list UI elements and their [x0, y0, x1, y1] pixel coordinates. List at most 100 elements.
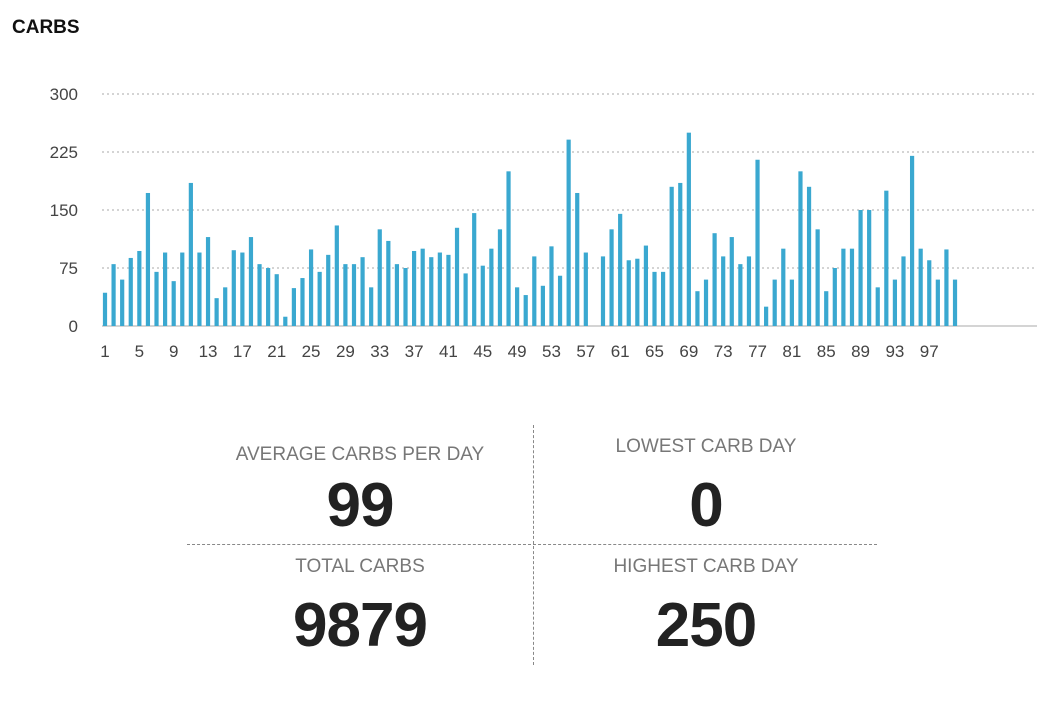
bar [454, 227, 460, 326]
bar [248, 237, 254, 326]
x-tick-label: 53 [542, 342, 561, 361]
x-tick-label: 49 [508, 342, 527, 361]
x-tick-label: 85 [817, 342, 836, 361]
bar [721, 256, 726, 326]
bar [394, 264, 400, 326]
bar [772, 279, 777, 326]
bar [137, 250, 142, 326]
bar [952, 279, 958, 326]
bar [205, 237, 211, 326]
chart-title: CARBS [12, 17, 80, 38]
bar [755, 159, 760, 326]
y-tick-label: 150 [50, 201, 78, 220]
bar [712, 233, 717, 326]
bar [729, 237, 734, 326]
bar [738, 264, 743, 326]
bar [789, 279, 794, 326]
y-tick-label: 75 [59, 259, 78, 278]
x-tick-label: 41 [439, 342, 458, 361]
bar [892, 279, 898, 326]
bar [849, 248, 855, 326]
bar [240, 252, 245, 326]
bar [515, 287, 520, 326]
x-tick-label: 33 [370, 342, 389, 361]
bar [463, 273, 468, 326]
x-tick-label: 37 [405, 342, 424, 361]
bar [618, 213, 623, 326]
bar [686, 132, 691, 326]
bar [308, 249, 314, 326]
bar [283, 316, 288, 326]
x-tick-label: 97 [920, 342, 939, 361]
bar [291, 288, 296, 326]
bar [806, 186, 812, 326]
total-carbs-value: 9879 [293, 591, 428, 660]
bar [600, 256, 606, 326]
bar [532, 256, 537, 326]
bar [437, 252, 442, 326]
x-tick-label: 93 [885, 342, 904, 361]
x-tick-label: 9 [169, 342, 178, 361]
bar [102, 292, 108, 326]
x-tick-label: 45 [473, 342, 492, 361]
x-tick-label: 21 [267, 342, 286, 361]
x-tick-label: 77 [748, 342, 767, 361]
bar [678, 182, 683, 326]
bar [223, 287, 228, 326]
bar [197, 252, 202, 326]
bar [875, 287, 880, 326]
bar [506, 171, 511, 326]
bar [575, 192, 580, 326]
bar [369, 287, 374, 326]
bar [326, 254, 331, 326]
y-tick-label: 225 [50, 143, 78, 162]
bar [497, 229, 503, 326]
bar [411, 250, 417, 326]
bar [557, 275, 563, 326]
bar [781, 248, 786, 326]
vertical-divider [533, 425, 534, 665]
highest-carb-day-label: HIGHEST CARB DAY [613, 556, 799, 577]
bar [824, 291, 829, 326]
x-tick-label: 81 [782, 342, 801, 361]
y-tick-label: 0 [69, 317, 78, 336]
bar [746, 256, 752, 326]
x-tick-label: 57 [576, 342, 595, 361]
bar [944, 249, 949, 326]
bar [566, 139, 571, 326]
bar [635, 258, 640, 326]
bar [918, 248, 923, 326]
bar [120, 279, 125, 326]
lowest-carb-day-value: 0 [689, 471, 723, 540]
bar [798, 171, 803, 326]
average-carbs-label: AVERAGE CARBS PER DAY [235, 444, 485, 465]
bar [180, 252, 185, 326]
bar [274, 274, 279, 326]
bar [815, 229, 820, 326]
y-tick-label: 300 [50, 85, 78, 104]
bar [171, 281, 176, 326]
bar [652, 271, 657, 326]
bar [446, 254, 451, 326]
bar [609, 229, 614, 326]
bar [334, 225, 339, 326]
bar [231, 250, 236, 326]
bar [351, 264, 357, 326]
x-tick-label: 73 [714, 342, 733, 361]
average-carbs-value: 99 [326, 471, 395, 540]
bar [660, 271, 666, 326]
bar [163, 252, 168, 326]
x-tick-label: 61 [611, 342, 630, 361]
bar [480, 265, 485, 326]
bar [669, 186, 674, 326]
bar [832, 268, 837, 326]
bar [472, 213, 477, 326]
x-tick-label: 1 [100, 342, 109, 361]
bar [549, 246, 554, 326]
bar [386, 240, 391, 326]
bar [111, 264, 116, 326]
bar [257, 264, 262, 326]
bar [300, 278, 305, 326]
x-tick-label: 89 [851, 342, 870, 361]
bar [343, 264, 348, 326]
